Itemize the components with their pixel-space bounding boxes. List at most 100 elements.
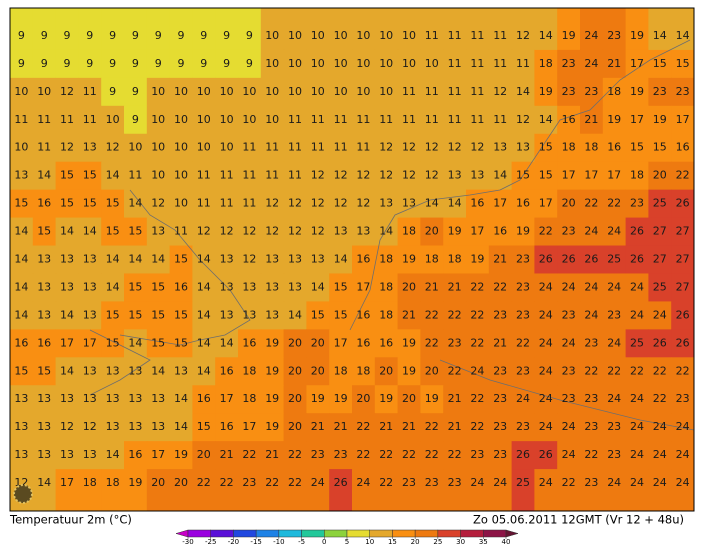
temperature-value: 22 [630, 364, 644, 377]
temperature-value: 12 [516, 113, 530, 126]
temperature-value: 20 [356, 392, 370, 405]
temperature-cell [192, 301, 216, 330]
temperature-cell [329, 357, 353, 386]
temperature-cell [146, 357, 171, 386]
temperature-value: 9 [132, 85, 139, 98]
temperature-value: 10 [288, 29, 302, 42]
temperature-value: 19 [265, 420, 279, 433]
temperature-cell [306, 245, 330, 274]
temperature-value: 22 [676, 169, 690, 182]
temperature-value: 14 [37, 169, 51, 182]
temperature-value: 19 [516, 225, 530, 238]
temperature-cell [420, 49, 444, 79]
temperature-value: 24 [630, 476, 644, 489]
temperature-cell [580, 49, 604, 79]
temperature-cell [580, 441, 604, 470]
temperature-value: 9 [86, 29, 93, 42]
temperature-cell [306, 77, 330, 107]
temperature-value: 21 [379, 420, 393, 433]
temperature-value: 22 [676, 364, 690, 377]
temperature-cell [306, 273, 330, 302]
temperature-cell [192, 329, 216, 358]
temperature-value: 20 [402, 392, 416, 405]
temperature-value: 13 [83, 253, 97, 266]
temperature-cell [55, 161, 79, 191]
temperature-value: 9 [109, 29, 116, 42]
temperature-value: 20 [311, 364, 325, 377]
temperature-cell [625, 273, 649, 302]
temperature-cell [511, 385, 535, 414]
temperature-value: 21 [493, 253, 507, 266]
temperature-cell [648, 133, 672, 163]
temperature-value: 15 [311, 308, 325, 321]
temperature-cell [580, 189, 604, 219]
temperature-cell [352, 301, 376, 330]
temperature-cell [488, 189, 513, 219]
coastline [349, 39, 691, 331]
temperature-cell [306, 133, 330, 163]
temperature-cell [101, 49, 125, 79]
temperature-cell [534, 77, 558, 107]
temperature-cell [192, 245, 216, 274]
temperature-cell [215, 329, 239, 358]
temperature-value: 13 [402, 197, 416, 210]
temperature-cell [283, 245, 307, 274]
temperature-value: 13 [83, 364, 97, 377]
temperature-value: 24 [584, 280, 598, 293]
temperature-cell [648, 77, 672, 107]
temperature-cell [534, 469, 558, 511]
temperature-cell [534, 49, 558, 79]
temperature-cell [101, 245, 125, 274]
temperature-cell [374, 133, 399, 163]
temperature-value: 13 [220, 308, 234, 321]
temperature-cell [466, 301, 490, 330]
temperature-value: 11 [174, 225, 188, 238]
temperature-value: 10 [151, 169, 165, 182]
temperature-cell [78, 357, 102, 386]
temperature-value: 20 [311, 336, 325, 349]
legend-label: -25 [205, 538, 216, 546]
temperature-value: 13 [37, 308, 51, 321]
temperature-cell [557, 105, 581, 135]
temperature-cell [32, 8, 57, 51]
temperature-cell [352, 161, 376, 191]
temperature-value: 14 [493, 169, 507, 182]
temperature-cell [283, 161, 307, 191]
temperature-cell [420, 441, 444, 470]
temperature-value: 13 [60, 392, 74, 405]
temperature-value: 9 [178, 29, 185, 42]
temperature-value: 23 [584, 392, 598, 405]
temperature-cell [420, 133, 444, 163]
temperature-cell [55, 441, 79, 470]
temperature-value: 24 [653, 476, 667, 489]
temperature-value: 17 [493, 197, 507, 210]
temperature-cell [78, 441, 102, 470]
temperature-value: 11 [379, 113, 393, 126]
temperature-cell [169, 385, 193, 414]
legend-swatch [210, 529, 234, 538]
temperature-value: 22 [562, 476, 576, 489]
temperature-value: 14 [197, 253, 211, 266]
temperature-value: 24 [539, 364, 553, 377]
temperature-value: 13 [242, 308, 256, 321]
temperature-value: 24 [607, 280, 621, 293]
temperature-value: 20 [288, 420, 302, 433]
temperature-cell [169, 77, 193, 107]
temperature-cell [602, 329, 627, 358]
temperature-value: 21 [220, 448, 234, 461]
temperature-value: 23 [562, 364, 576, 377]
temperature-value: 18 [379, 253, 393, 266]
temperature-cell [443, 8, 467, 51]
temperature-cell [32, 273, 57, 302]
temperature-value: 12 [356, 169, 370, 182]
temperature-value: 24 [470, 364, 484, 377]
temperature-cell [625, 469, 649, 511]
temperature-cell [329, 77, 353, 107]
legend-label: -10 [273, 538, 284, 546]
temperature-value: 11 [425, 85, 439, 98]
temperature-value: 11 [402, 113, 416, 126]
temperature-cell [648, 469, 672, 511]
temperature-value: 20 [653, 169, 667, 182]
temperature-value: 26 [630, 253, 644, 266]
